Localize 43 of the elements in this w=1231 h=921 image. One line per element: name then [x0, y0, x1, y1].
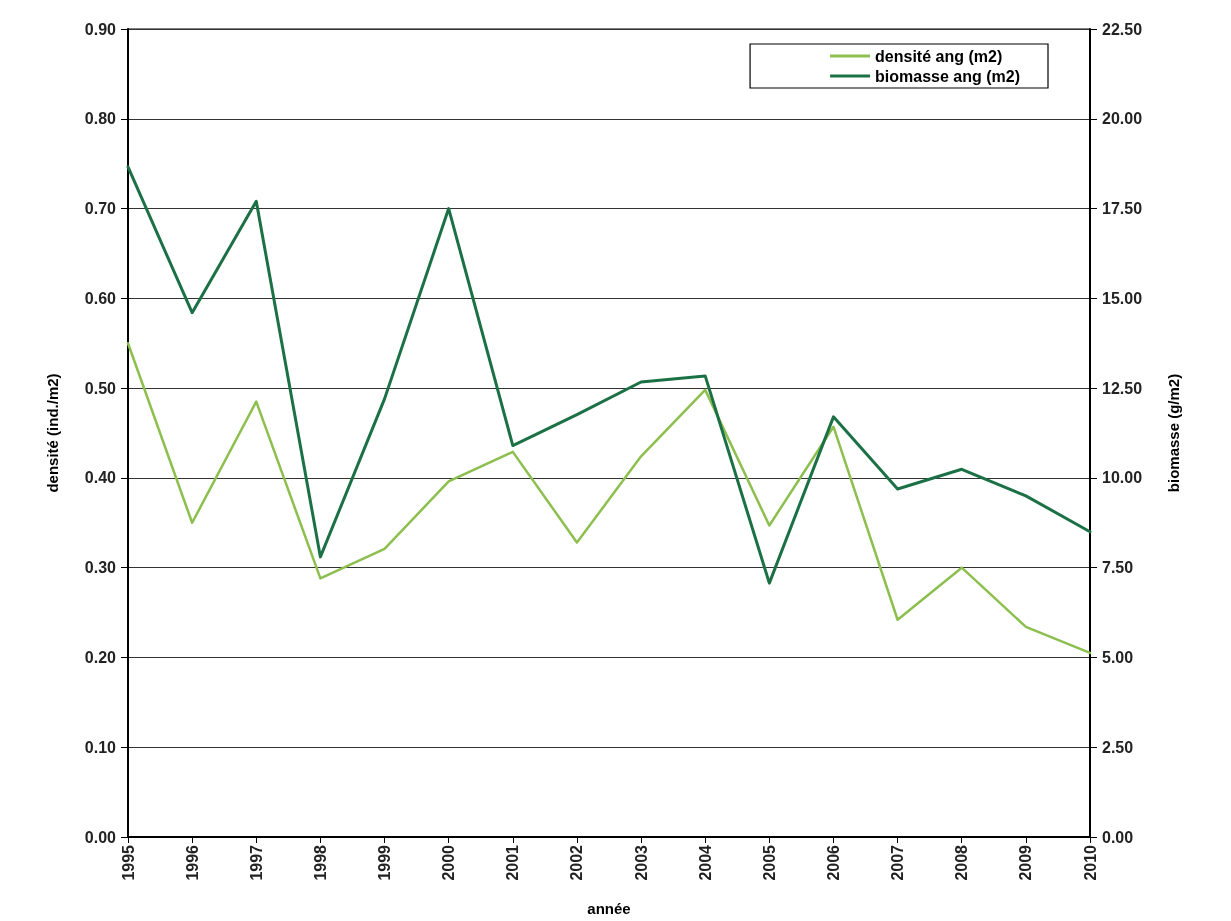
y-tick-label: 0.10	[84, 738, 117, 756]
y-tick-label: 0.80	[84, 110, 117, 128]
x-tick-label: 1995	[119, 844, 137, 881]
y2-tick-label: 15.00	[1102, 289, 1143, 307]
line-series	[126, 165, 1092, 585]
y-tick-label: 0.70	[84, 200, 117, 218]
x-axis-title: année	[587, 900, 631, 917]
x-tick-label: 2006	[824, 844, 842, 881]
x-tick-label: 1997	[247, 844, 265, 881]
x-tick-label: 2005	[760, 844, 778, 881]
x-tick-label: 1996	[183, 844, 201, 881]
y2-tick-label: 2.50	[1102, 738, 1134, 756]
x-tick-label: 1998	[311, 844, 329, 881]
y2-tick-label: 5.00	[1102, 648, 1134, 666]
legend-label: biomasse ang (m2)	[875, 67, 1021, 85]
y-tick-label: 0.30	[84, 559, 117, 577]
y2-tick-label: 0.00	[1102, 828, 1134, 846]
y2-axis-title: biomasse (g/m2)	[1165, 373, 1182, 493]
x-tick-label: 2003	[632, 844, 650, 881]
x-tick-label: 2000	[440, 844, 458, 881]
x-tick-label: 2010	[1081, 844, 1099, 881]
y2-tick-label: 17.50	[1102, 200, 1143, 218]
x-tick-label: 2009	[1017, 844, 1035, 881]
y-axis-title: densité (ind./m2)	[44, 373, 61, 493]
y-tick-label: 0.40	[84, 469, 117, 487]
y2-tick-label: 22.50	[1102, 20, 1143, 38]
x-tick-label: 2008	[953, 844, 971, 881]
x-tick-label: 1999	[376, 844, 394, 881]
legend-label: densité ang (m2)	[875, 47, 1003, 65]
y2-tick-label: 20.00	[1102, 110, 1143, 128]
y2-tick-label: 12.50	[1102, 379, 1143, 397]
y-tick-label: 0.50	[84, 379, 117, 397]
x-tick-label: 2001	[504, 844, 522, 881]
y2-tick-label: 10.00	[1102, 469, 1143, 487]
line-series	[126, 341, 1092, 655]
x-tick-label: 2007	[889, 844, 907, 881]
y-tick-label: 0.60	[84, 289, 117, 307]
y-tick-label: 0.20	[84, 648, 117, 666]
y2-tick-label: 7.50	[1102, 559, 1134, 577]
y-tick-label: 0.90	[84, 20, 117, 38]
x-tick-label: 2004	[696, 844, 714, 881]
x-tick-label: 2002	[568, 844, 586, 881]
y-tick-label: 0.00	[84, 828, 117, 846]
